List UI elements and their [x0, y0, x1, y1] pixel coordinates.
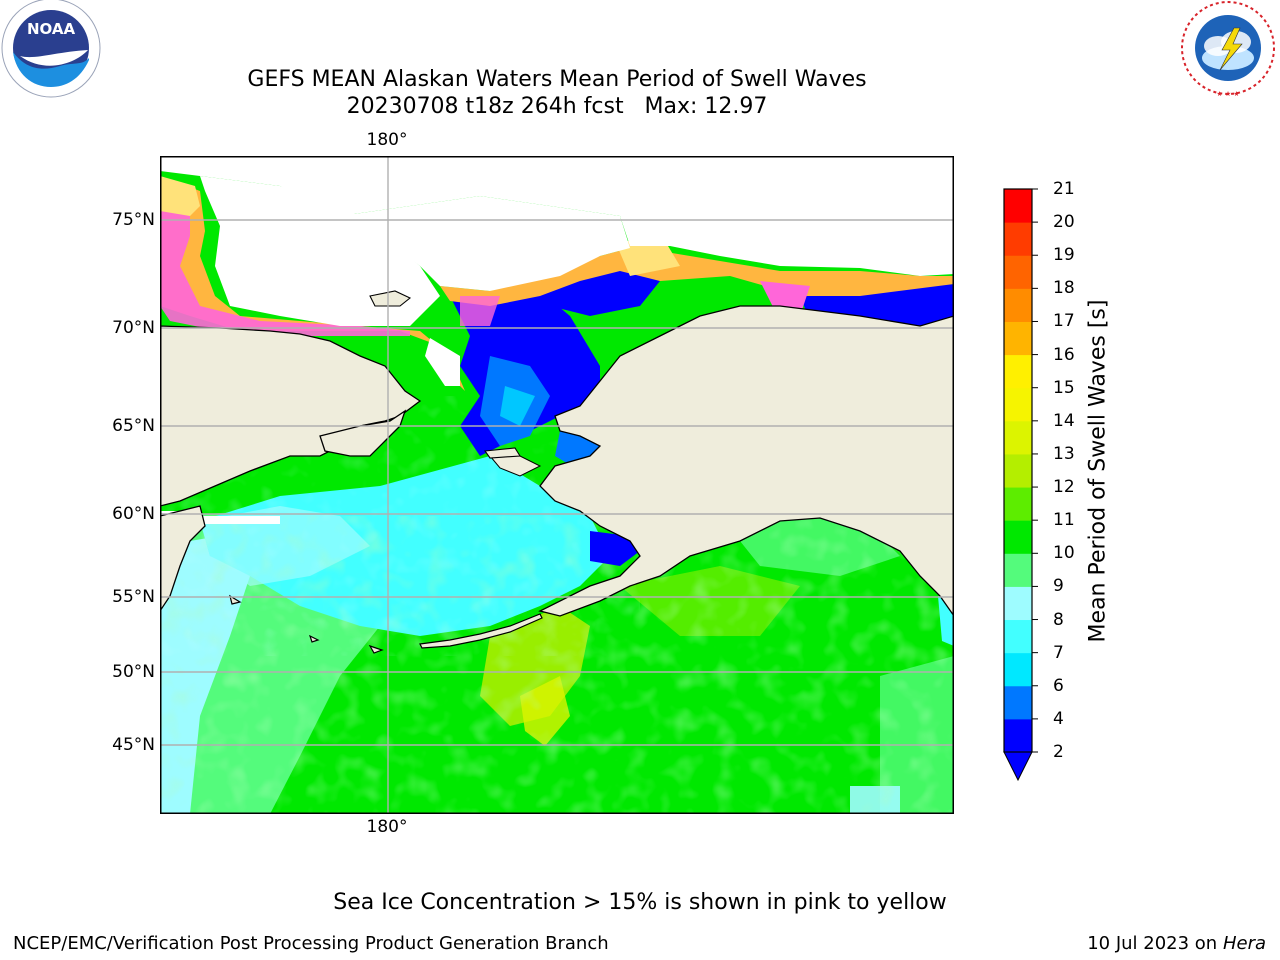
- colorbar-segment: [1004, 553, 1032, 587]
- colorbar-segment: [1004, 255, 1032, 289]
- colorbar-tick-label: 18: [1053, 278, 1075, 299]
- map-panel: [160, 156, 954, 814]
- noaa-logo: NOAA: [1, 0, 101, 98]
- lat-label-65: 65°N: [112, 416, 155, 436]
- colorbar-tick-label: 12: [1053, 477, 1075, 498]
- colorbar-tick-label: 19: [1053, 245, 1075, 266]
- colorbar-tick-label: 14: [1053, 410, 1075, 431]
- lat-label-55: 55°N: [112, 587, 155, 607]
- colorbar-tick-label: 11: [1053, 510, 1075, 531]
- map-subtitle: 20230708 t18z 264h fcst Max: 12.97: [346, 94, 768, 119]
- credit-date: 10 Jul 2023 on Hera: [1087, 933, 1266, 954]
- colorbar-label: Mean Period of Swell Waves [s]: [1085, 299, 1111, 643]
- colorbar-segments: [1004, 189, 1032, 753]
- colorbar-segment: [1004, 586, 1032, 621]
- colorbar-tick-label: 20: [1053, 212, 1075, 233]
- credit-branch: NCEP/EMC/Verification Post Processing Pr…: [13, 933, 609, 954]
- colorbar-segment: [1004, 619, 1032, 654]
- colorbar-tick-label: 2: [1053, 742, 1064, 762]
- colorbar-tick-label: 17: [1053, 311, 1075, 332]
- colorbar-tick-label: 16: [1053, 344, 1075, 365]
- nws-logo: ★ ★ ★: [1181, 1, 1275, 98]
- colorbar-tick-label: 9: [1053, 576, 1064, 597]
- colorbar-tick-label: 4: [1053, 708, 1064, 729]
- colorbar-segment: [1004, 222, 1032, 256]
- colorbar-segment: [1004, 685, 1032, 720]
- lat-label-45: 45°N: [112, 735, 155, 755]
- colorbar-segment: [1004, 718, 1032, 753]
- colorbar: [1003, 188, 1038, 782]
- lat-label-75: 75°N: [112, 210, 155, 230]
- colorbar-tick-label: 8: [1053, 609, 1064, 630]
- lon-label-bottom: 180°: [366, 817, 408, 837]
- colorbar-segment: [1004, 321, 1032, 356]
- colorbar-segment: [1004, 189, 1032, 223]
- colorbar-tick-label: 15: [1053, 377, 1075, 398]
- colorbar-tick-label: 7: [1053, 642, 1064, 663]
- colorbar-segment: [1004, 288, 1032, 322]
- lat-label-50: 50°N: [112, 662, 155, 682]
- noaa-logo-text: NOAA: [27, 20, 76, 38]
- svg-text:★ ★ ★: ★ ★ ★: [1216, 90, 1239, 98]
- colorbar-segment: [1004, 520, 1032, 554]
- graticule: [160, 156, 954, 814]
- colorbar-segment: [1004, 453, 1032, 488]
- sea-ice-note: Sea Ice Concentration > 15% is shown in …: [333, 890, 947, 915]
- colorbar-tick-label: 21: [1053, 179, 1075, 199]
- colorbar-segment: [1004, 354, 1032, 389]
- colorbar-segment: [1004, 487, 1032, 521]
- lat-label-60: 60°N: [112, 504, 155, 524]
- credit-date-text: 10 Jul 2023 on: [1087, 933, 1223, 954]
- colorbar-tick-label: 6: [1053, 675, 1064, 696]
- credit-host: Hera: [1222, 933, 1266, 954]
- map-title: GEFS MEAN Alaskan Waters Mean Period of …: [247, 67, 867, 92]
- lat-label-70: 70°N: [112, 318, 155, 338]
- lon-label-top: 180°: [366, 130, 408, 150]
- colorbar-extend-triangle: [1003, 751, 1033, 782]
- colorbar-segment: [1004, 652, 1032, 687]
- colorbar-segment: [1004, 420, 1032, 455]
- colorbar-segment: [1004, 387, 1032, 422]
- colorbar-tick-label: 13: [1053, 443, 1075, 464]
- colorbar-tick-label: 10: [1053, 543, 1075, 564]
